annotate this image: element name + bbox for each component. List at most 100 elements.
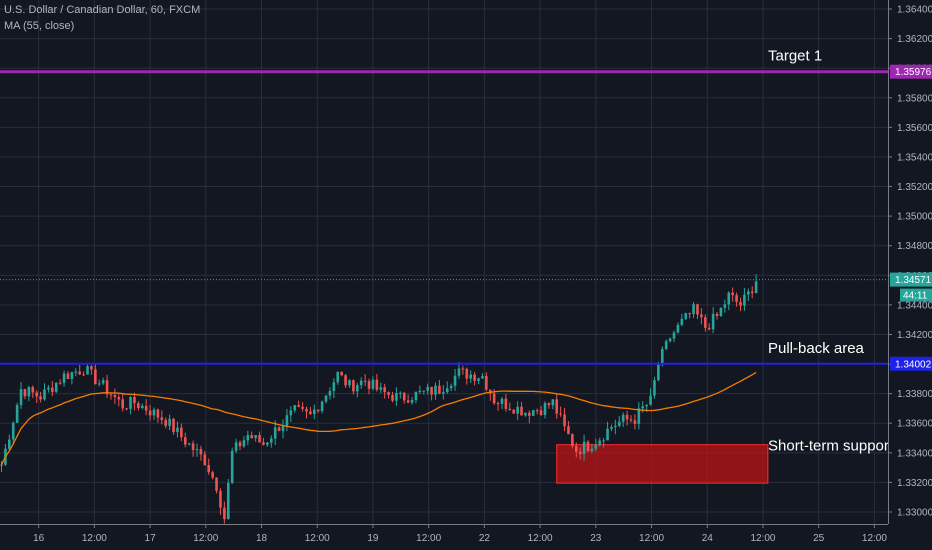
candle[interactable] bbox=[743, 287, 746, 311]
candle[interactable] bbox=[94, 363, 97, 385]
candle[interactable] bbox=[15, 402, 19, 423]
candle[interactable] bbox=[727, 291, 731, 311]
candle[interactable] bbox=[516, 401, 519, 421]
candle[interactable] bbox=[449, 383, 453, 392]
candle[interactable] bbox=[590, 443, 594, 454]
candle[interactable] bbox=[328, 387, 332, 400]
candle[interactable] bbox=[309, 407, 312, 416]
candle[interactable] bbox=[97, 379, 101, 387]
candle[interactable] bbox=[508, 402, 512, 411]
candle[interactable] bbox=[250, 431, 254, 439]
candle[interactable] bbox=[152, 407, 156, 420]
candle[interactable] bbox=[86, 363, 89, 375]
candle[interactable] bbox=[281, 419, 285, 439]
candle[interactable] bbox=[637, 402, 641, 430]
candle[interactable] bbox=[735, 292, 738, 307]
candle[interactable] bbox=[242, 436, 246, 448]
candle[interactable] bbox=[133, 392, 136, 411]
candle[interactable] bbox=[269, 435, 273, 448]
candle[interactable] bbox=[352, 379, 355, 395]
candle[interactable] bbox=[692, 301, 695, 318]
candle[interactable] bbox=[442, 384, 445, 400]
candle[interactable] bbox=[285, 408, 289, 432]
candle[interactable] bbox=[500, 396, 504, 410]
candle[interactable] bbox=[148, 404, 152, 421]
candle[interactable] bbox=[696, 303, 699, 319]
candle[interactable] bbox=[203, 451, 207, 466]
candle[interactable] bbox=[418, 385, 422, 395]
candle[interactable] bbox=[653, 376, 656, 399]
candle[interactable] bbox=[485, 372, 488, 392]
candle[interactable] bbox=[19, 382, 23, 409]
candle[interactable] bbox=[606, 421, 609, 441]
candle[interactable] bbox=[266, 441, 269, 448]
candle[interactable] bbox=[520, 401, 523, 416]
candle[interactable] bbox=[320, 400, 324, 414]
candle[interactable] bbox=[70, 371, 74, 385]
candle[interactable] bbox=[657, 361, 660, 382]
candle[interactable] bbox=[379, 382, 383, 393]
candle[interactable] bbox=[35, 390, 38, 404]
candle[interactable] bbox=[168, 414, 171, 431]
candle[interactable] bbox=[391, 391, 394, 403]
candle[interactable] bbox=[137, 401, 140, 411]
candle[interactable] bbox=[43, 383, 46, 401]
candle[interactable] bbox=[105, 374, 109, 398]
candle[interactable] bbox=[121, 393, 125, 412]
candle[interactable] bbox=[473, 371, 476, 386]
candle[interactable] bbox=[11, 421, 15, 444]
candle[interactable] bbox=[54, 382, 58, 394]
candle[interactable] bbox=[144, 399, 148, 416]
candle[interactable] bbox=[594, 438, 598, 452]
candle[interactable] bbox=[668, 337, 672, 343]
candle[interactable] bbox=[301, 402, 304, 412]
candle[interactable] bbox=[344, 374, 347, 388]
candle[interactable] bbox=[684, 312, 688, 321]
candle[interactable] bbox=[754, 274, 758, 294]
candle[interactable] bbox=[140, 403, 144, 410]
candle[interactable] bbox=[336, 371, 340, 385]
candle[interactable] bbox=[531, 410, 535, 417]
candle[interactable] bbox=[617, 416, 621, 428]
candle[interactable] bbox=[164, 417, 168, 429]
candle[interactable] bbox=[719, 307, 723, 317]
candle[interactable] bbox=[293, 405, 297, 413]
candle[interactable] bbox=[395, 387, 398, 406]
candle[interactable] bbox=[211, 470, 214, 480]
candle[interactable] bbox=[477, 377, 480, 385]
candle[interactable] bbox=[676, 322, 680, 334]
candle[interactable] bbox=[704, 314, 707, 332]
candle[interactable] bbox=[160, 410, 164, 425]
candle[interactable] bbox=[563, 408, 566, 432]
candle[interactable] bbox=[496, 401, 500, 411]
candle[interactable] bbox=[356, 382, 359, 398]
candle[interactable] bbox=[363, 374, 367, 387]
candle[interactable] bbox=[8, 434, 11, 451]
candle[interactable] bbox=[129, 396, 132, 415]
candle[interactable] bbox=[578, 447, 582, 460]
candle[interactable] bbox=[27, 385, 31, 402]
candle[interactable] bbox=[614, 419, 617, 435]
candle[interactable] bbox=[324, 395, 328, 404]
candle[interactable] bbox=[47, 385, 50, 393]
candle[interactable] bbox=[621, 412, 625, 427]
candle[interactable] bbox=[316, 409, 320, 413]
candle[interactable] bbox=[348, 379, 351, 388]
candle[interactable] bbox=[512, 408, 516, 414]
candle[interactable] bbox=[254, 435, 257, 442]
candle[interactable] bbox=[633, 414, 637, 430]
candle[interactable] bbox=[297, 400, 300, 408]
candle[interactable] bbox=[700, 308, 703, 325]
candle[interactable] bbox=[543, 401, 547, 419]
candle[interactable] bbox=[524, 412, 527, 417]
candle[interactable] bbox=[457, 362, 461, 379]
candle[interactable] bbox=[625, 410, 629, 426]
candle[interactable] bbox=[528, 410, 531, 424]
candle[interactable] bbox=[117, 394, 121, 407]
candle[interactable] bbox=[172, 417, 175, 435]
candle[interactable] bbox=[629, 415, 633, 423]
candle[interactable] bbox=[707, 323, 711, 331]
candle[interactable] bbox=[0, 461, 3, 473]
candle[interactable] bbox=[602, 438, 605, 448]
